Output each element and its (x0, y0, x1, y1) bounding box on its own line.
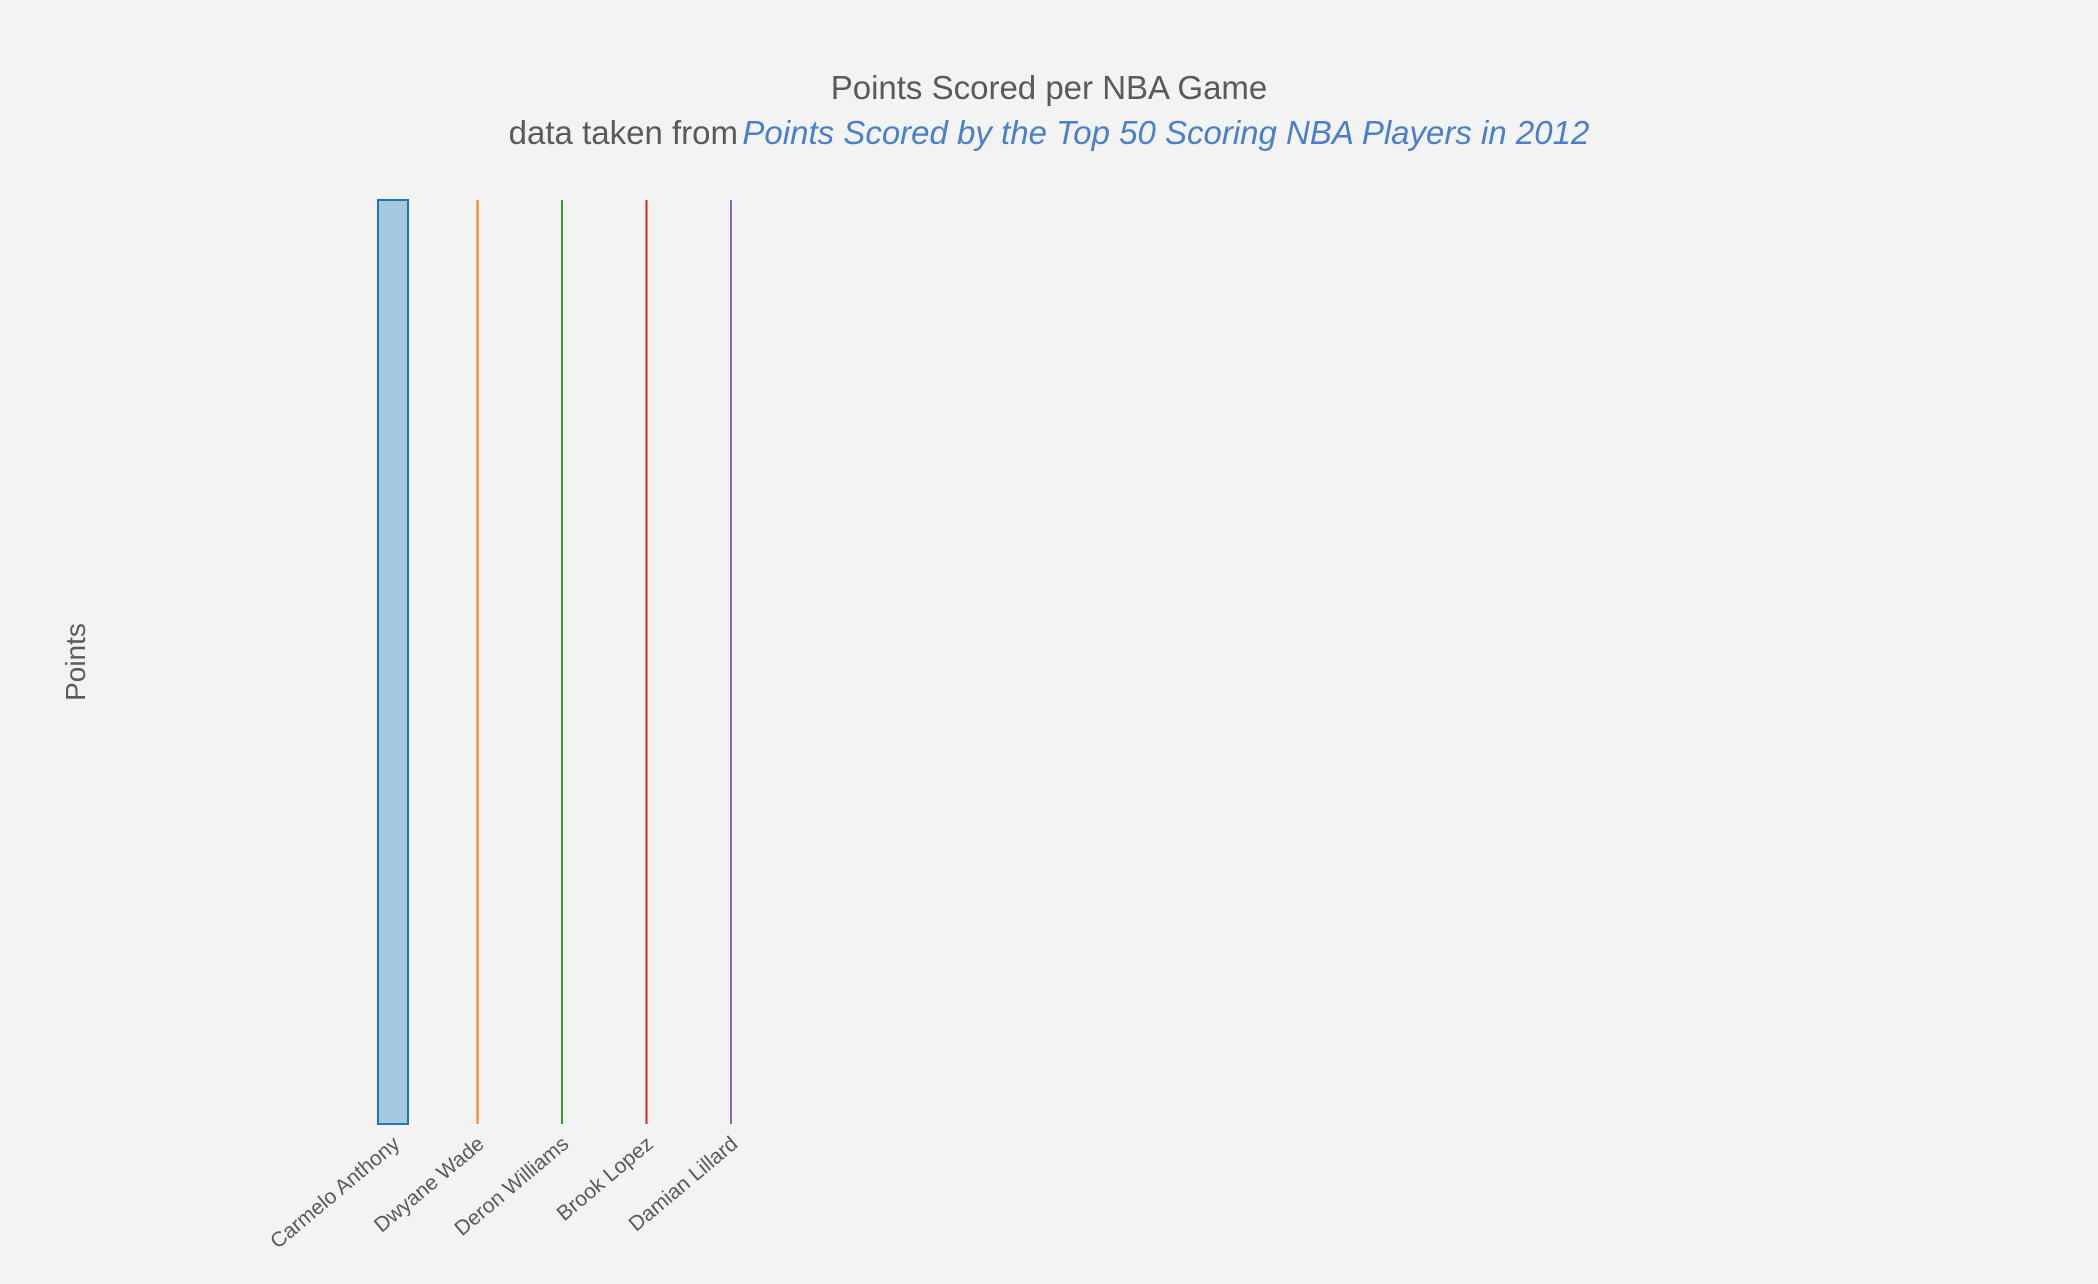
plot-area (377, 199, 732, 1125)
chart-title: Points Scored per NBA Game (831, 69, 1268, 106)
y-axis-label: Points (60, 623, 91, 701)
box-carmelo-anthony[interactable] (377, 199, 409, 1125)
subtitle-prefix: data taken from (509, 114, 738, 151)
subtitle-link[interactable]: Points Scored by the Top 50 Scoring NBA … (742, 114, 1589, 151)
chart-subtitle: data taken from Points Scored by the Top… (509, 114, 1590, 151)
